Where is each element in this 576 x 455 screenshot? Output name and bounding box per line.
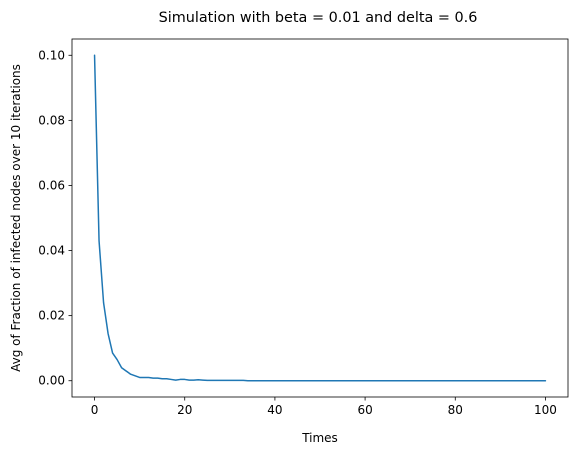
y-tick-label: 0.10 [38, 48, 65, 62]
y-tick-label: 0.00 [38, 374, 65, 388]
y-tick-label: 0.08 [38, 113, 65, 127]
y-tick-label: 0.02 [38, 309, 65, 323]
x-tick-label: 0 [91, 403, 99, 417]
x-axis-label: Times [301, 431, 338, 445]
y-tick-label: 0.04 [38, 244, 65, 258]
x-tick-label: 60 [357, 403, 372, 417]
x-tick-label: 100 [534, 403, 557, 417]
chart-title: Simulation with beta = 0.01 and delta = … [159, 10, 478, 26]
x-tick-label: 40 [267, 403, 282, 417]
y-axis-label: Avg of Fraction of infected nodes over 1… [9, 64, 23, 372]
x-tick-label: 80 [448, 403, 463, 417]
x-tick-label: 20 [177, 403, 192, 417]
y-tick-label: 0.06 [38, 178, 65, 192]
